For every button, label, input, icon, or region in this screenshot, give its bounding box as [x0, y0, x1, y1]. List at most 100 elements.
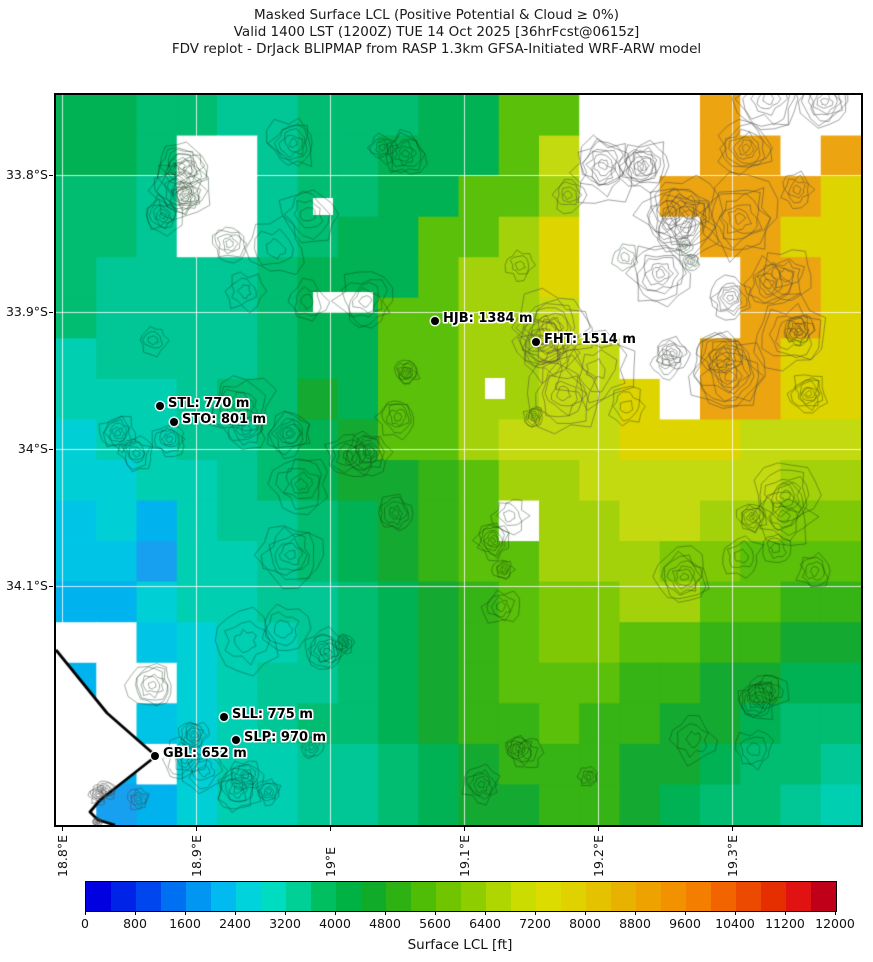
- colorbar-segment: [336, 882, 361, 911]
- station-dot: [220, 713, 228, 721]
- colorbar-segment: [811, 882, 836, 911]
- y-axis-tick: [49, 175, 53, 176]
- colorbar-tick-label: 800: [123, 916, 147, 931]
- y-axis-tick-label: 34.1°S: [5, 578, 48, 593]
- colorbar-tick-label: 3200: [269, 916, 301, 931]
- lcl-heatmap-canvas: [56, 95, 861, 825]
- colorbar-tick: [85, 911, 86, 915]
- station-label: GBL: 652 m: [163, 746, 247, 761]
- x-axis-tick-label: 18.8°E: [55, 835, 70, 877]
- colorbar-tick: [835, 911, 836, 915]
- plot-title: Masked Surface LCL (Positive Potential &…: [254, 7, 619, 23]
- colorbar-tick: [335, 911, 336, 915]
- x-axis-tick: [464, 827, 465, 831]
- x-axis-tick-label: 19.2°E: [591, 835, 606, 877]
- colorbar-tick: [785, 911, 786, 915]
- station-label: SLL: 775 m: [232, 707, 313, 722]
- x-axis-tick-label: 19.1°E: [457, 835, 472, 877]
- colorbar-segment: [511, 882, 536, 911]
- colorbar-label: Surface LCL [ft]: [407, 937, 513, 953]
- colorbar-tick-label: 10400: [715, 916, 755, 931]
- colorbar-segment: [786, 882, 811, 911]
- station-label: STO: 801 m: [182, 412, 267, 427]
- colorbar-segment: [711, 882, 736, 911]
- station-dot: [156, 402, 164, 410]
- map-plot-area: [54, 93, 863, 827]
- colorbar-tick: [585, 911, 586, 915]
- colorbar-segment: [661, 882, 686, 911]
- colorbar-segment: [436, 882, 461, 911]
- x-axis-tick-label: 18.9°E: [189, 835, 204, 877]
- colorbar-tick: [535, 911, 536, 915]
- colorbar-segment: [361, 882, 386, 911]
- colorbar-segment: [611, 882, 636, 911]
- y-axis-tick-label: 33.8°S: [5, 167, 48, 182]
- colorbar-segment: [636, 882, 661, 911]
- colorbar-tick: [635, 911, 636, 915]
- colorbar-segment: [411, 882, 436, 911]
- colorbar-tick-label: 0: [81, 916, 89, 931]
- colorbar-segment: [111, 882, 136, 911]
- y-axis-tick: [49, 449, 53, 450]
- colorbar-segment: [461, 882, 486, 911]
- colorbar-segment: [386, 882, 411, 911]
- colorbar-tick-label: 8000: [569, 916, 601, 931]
- colorbar-tick: [685, 911, 686, 915]
- station-label: FHT: 1514 m: [544, 332, 636, 347]
- station-label: HJB: 1384 m: [443, 311, 533, 326]
- station-dot: [532, 338, 540, 346]
- colorbar-segment: [286, 882, 311, 911]
- colorbar-tick: [385, 911, 386, 915]
- colorbar-tick-label: 1600: [169, 916, 201, 931]
- colorbar-segment: [311, 882, 336, 911]
- x-axis-tick: [196, 827, 197, 831]
- colorbar-segment: [686, 882, 711, 911]
- colorbar-tick: [485, 911, 486, 915]
- colorbar-tick-label: 9600: [669, 916, 701, 931]
- colorbar-tick-label: 2400: [219, 916, 251, 931]
- y-axis-tick-label: 33.9°S: [5, 304, 48, 319]
- colorbar-segment: [236, 882, 261, 911]
- x-axis-tick: [330, 827, 331, 831]
- colorbar-tick-label: 6400: [469, 916, 501, 931]
- y-axis-tick-label: 34°S: [17, 441, 48, 456]
- colorbar-tick-label: 8800: [619, 916, 651, 931]
- plot-title-block: Masked Surface LCL (Positive Potential &…: [0, 7, 873, 57]
- x-axis-tick: [62, 827, 63, 831]
- colorbar-segment: [586, 882, 611, 911]
- station-dot: [170, 418, 178, 426]
- colorbar-tick: [285, 911, 286, 915]
- station-dot: [431, 317, 439, 325]
- colorbar-tick-label: 7200: [519, 916, 551, 931]
- station-label: SLP: 970 m: [244, 730, 327, 745]
- plot-valid-time: Valid 1400 LST (1200Z) TUE 14 Oct 2025 […: [233, 23, 640, 40]
- colorbar-tick-label: 4800: [369, 916, 401, 931]
- x-axis-tick-label: 19°E: [323, 846, 338, 877]
- colorbar-tick: [185, 911, 186, 915]
- x-axis-tick: [598, 827, 599, 831]
- colorbar-tick-label: 11200: [765, 916, 805, 931]
- colorbar-tick: [435, 911, 436, 915]
- colorbar-segment: [536, 882, 561, 911]
- colorbar-segment: [561, 882, 586, 911]
- colorbar-segment: [161, 882, 186, 911]
- colorbar-tick-label: 4000: [319, 916, 351, 931]
- colorbar-tick: [235, 911, 236, 915]
- y-axis-tick: [49, 312, 53, 313]
- station-dot: [151, 752, 159, 760]
- station-dot: [232, 736, 240, 744]
- colorbar: [85, 881, 837, 912]
- colorbar-segment: [761, 882, 786, 911]
- colorbar-segment: [136, 882, 161, 911]
- colorbar-segment: [261, 882, 286, 911]
- colorbar-segment: [86, 882, 111, 911]
- colorbar-tick: [135, 911, 136, 915]
- colorbar-segment: [211, 882, 236, 911]
- colorbar-segment: [736, 882, 761, 911]
- station-label: STL: 770 m: [168, 396, 250, 411]
- colorbar-segment: [186, 882, 211, 911]
- x-axis-tick-label: 19.3°E: [725, 835, 740, 877]
- colorbar-segment: [486, 882, 511, 911]
- colorbar-tick-label: 5600: [419, 916, 451, 931]
